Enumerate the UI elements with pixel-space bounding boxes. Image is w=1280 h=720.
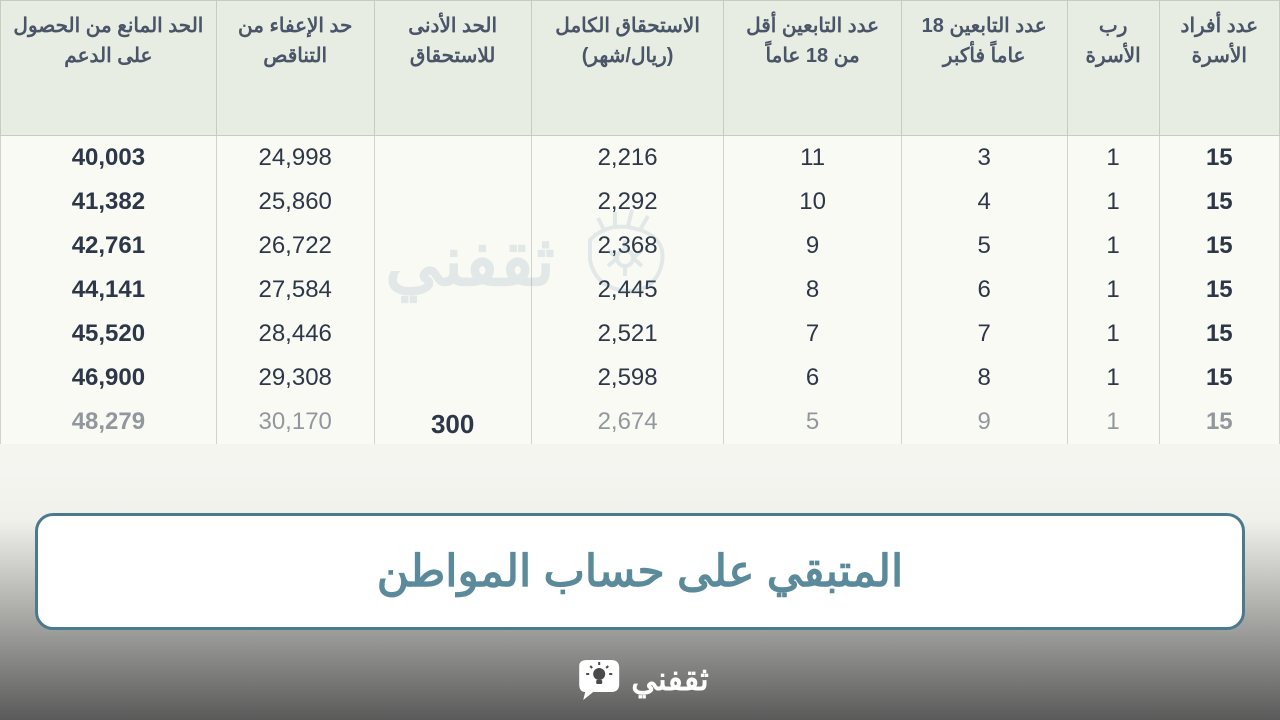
cell-min-entitlement: 300 (374, 136, 531, 445)
col-max-limit: الحد المانع من الحصول على الدعم (1, 1, 217, 136)
table-row: 151592,36826,72242,761 (1, 224, 1280, 268)
cell-head: 1 (1067, 224, 1159, 268)
cell-exemption: 29,308 (216, 356, 374, 400)
eligibility-table: عدد أفراد الأسرة رب الأسرة عدد التابعين … (0, 0, 1280, 444)
cell-family: 15 (1159, 312, 1279, 356)
cell-exemption: 30,170 (216, 400, 374, 444)
cell-full: 2,368 (531, 224, 724, 268)
cell-max: 40,003 (1, 136, 217, 181)
cell-family: 15 (1159, 180, 1279, 224)
table-row: 151772,52128,44645,520 (1, 312, 1280, 356)
cell-family: 15 (1159, 356, 1279, 400)
banner-title: المتبقي على حساب المواطن (58, 546, 1222, 597)
cell-max: 48,279 (1, 400, 217, 444)
col-dependents-under-18: عدد التابعين أقل من 18 عاماً (724, 1, 901, 136)
cell-head: 1 (1067, 356, 1159, 400)
col-family-members: عدد أفراد الأسرة (1159, 1, 1279, 136)
cell-max: 42,761 (1, 224, 217, 268)
cell-exemption: 24,998 (216, 136, 374, 181)
table-row: 151682,445 27,58444,141 (1, 268, 1280, 312)
cell-over18: 8 (901, 356, 1067, 400)
cell-under18: 6 (724, 356, 901, 400)
cell-under18: 10 (724, 180, 901, 224)
col-head-family: رب الأسرة (1067, 1, 1159, 136)
footer-brand-text: ثقفني (631, 660, 709, 698)
cell-over18: 9 (901, 400, 1067, 444)
lightbulb-speech-icon (571, 658, 621, 700)
cell-over18: 7 (901, 312, 1067, 356)
table-row: 151952,674 30,17048,279 (1, 400, 1280, 444)
cell-over18: 6 (901, 268, 1067, 312)
table-header: عدد أفراد الأسرة رب الأسرة عدد التابعين … (1, 1, 1280, 136)
cell-max: 46,900 (1, 356, 217, 400)
cell-over18: 3 (901, 136, 1067, 181)
cell-full: 2,445 (531, 268, 724, 312)
table-row: 1514102,292 25,86041,382 (1, 180, 1280, 224)
col-exemption-limit: حد الإعفاء من التناقص (216, 1, 374, 136)
cell-under18: 9 (724, 224, 901, 268)
cell-full: 2,674 (531, 400, 724, 444)
cell-head: 1 (1067, 136, 1159, 181)
cell-full: 2,598 (531, 356, 724, 400)
cell-max: 44,141 (1, 268, 217, 312)
cell-under18: 7 (724, 312, 901, 356)
cell-exemption: 27,584 (216, 268, 374, 312)
cell-max: 45,520 (1, 312, 217, 356)
cell-exemption: 25,860 (216, 180, 374, 224)
cell-over18: 4 (901, 180, 1067, 224)
table-row: 151862,598 29,30846,900 (1, 356, 1280, 400)
cell-under18: 8 (724, 268, 901, 312)
title-banner: المتبقي على حساب المواطن (35, 513, 1245, 630)
cell-family: 15 (1159, 136, 1279, 181)
cell-under18: 11 (724, 136, 901, 181)
table-body: 1513112,21630024,99840,0031514102,29225,… (1, 136, 1280, 445)
cell-head: 1 (1067, 312, 1159, 356)
cell-full: 2,521 (531, 312, 724, 356)
footer-brand: ثقفني (571, 658, 709, 700)
col-min-entitlement: الحد الأدنى للاستحقاق (374, 1, 531, 136)
cell-under18: 5 (724, 400, 901, 444)
cell-family: 15 (1159, 224, 1279, 268)
cell-exemption: 28,446 (216, 312, 374, 356)
eligibility-table-container: عدد أفراد الأسرة رب الأسرة عدد التابعين … (0, 0, 1280, 444)
table-row: 1513112,21630024,99840,003 (1, 136, 1280, 181)
cell-max: 41,382 (1, 180, 217, 224)
cell-head: 1 (1067, 400, 1159, 444)
cell-family: 15 (1159, 268, 1279, 312)
cell-exemption: 26,722 (216, 224, 374, 268)
cell-over18: 5 (901, 224, 1067, 268)
cell-head: 1 (1067, 268, 1159, 312)
cell-full: 2,292 (531, 180, 724, 224)
col-full-entitlement: الاستحقاق الكامل (ريال/شهر) (531, 1, 724, 136)
cell-head: 1 (1067, 180, 1159, 224)
cell-family: 15 (1159, 400, 1279, 444)
cell-full: 2,216 (531, 136, 724, 181)
col-dependents-over-18: عدد التابعين 18 عاماً فأكبر (901, 1, 1067, 136)
